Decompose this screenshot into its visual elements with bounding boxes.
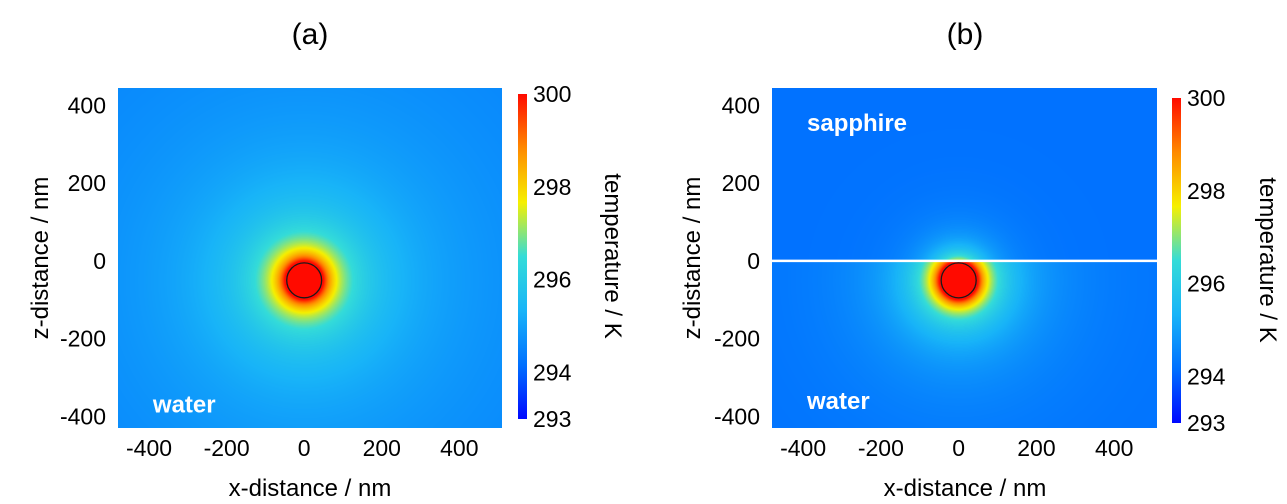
- y-tick-labels-b: 400 200 0 -200 -400: [714, 92, 760, 429]
- colorbar-b: [1172, 98, 1181, 423]
- panel-b-ylabel: z-distance / nm: [679, 177, 706, 340]
- colorbar-a: [518, 94, 527, 419]
- y-tick-label: 400: [68, 92, 106, 118]
- medium-label: water: [152, 392, 216, 419]
- panel-a-ylabel: z-distance / nm: [27, 177, 54, 340]
- panel-a-xlabel: x-distance / nm: [229, 475, 392, 502]
- medium-label: sapphire: [807, 110, 907, 137]
- medium-labels-a: water: [152, 392, 216, 419]
- x-tick-label: 400: [1095, 435, 1133, 461]
- particle-b: [940, 262, 977, 299]
- panel-b: (b) 400 200 0 -200 -400 -400 -200 0 200 400 sapp…: [679, 18, 1281, 502]
- y-tick-label: 0: [93, 248, 106, 274]
- colorbar-tick-label: 294: [1187, 364, 1226, 390]
- y-tick-label: -200: [714, 326, 760, 352]
- colorbar-tick-label: 300: [1187, 85, 1225, 111]
- x-tick-labels-a: -400 -200 0 200 400: [126, 435, 479, 461]
- colorbar-label-b: temperature / K: [1254, 177, 1281, 342]
- colorbar-tick-label: 296: [1187, 271, 1225, 297]
- heatmap-b: [772, 88, 1157, 428]
- colorbar-tick-labels-b: 300 298 296 294 293: [1187, 85, 1226, 436]
- panel-a-title: (a): [292, 18, 329, 51]
- colorbar-tick-label: 296: [533, 267, 571, 293]
- y-tick-label: -200: [60, 326, 106, 352]
- particle-a: [286, 262, 323, 299]
- colorbar-tick-labels-a: 300 298 296 294 293: [533, 81, 572, 432]
- x-tick-label: 0: [298, 435, 311, 461]
- x-tick-label: 200: [1017, 435, 1055, 461]
- colorbar-tick-label: 300: [533, 81, 571, 107]
- x-tick-label: -200: [858, 435, 904, 461]
- y-tick-labels-a: 400 200 0 -200 -400: [60, 92, 106, 429]
- colorbar-tick-label: 293: [1187, 410, 1225, 436]
- colorbar-label-a: temperature / K: [599, 173, 626, 338]
- x-tick-labels-b: -400 -200 0 200 400: [780, 435, 1133, 461]
- x-tick-label: -400: [780, 435, 826, 461]
- colorbar-tick-label: 298: [1187, 178, 1225, 204]
- y-tick-label: 200: [722, 170, 760, 196]
- y-tick-label: -400: [60, 403, 106, 429]
- x-tick-label: -400: [126, 435, 172, 461]
- y-tick-label: 200: [68, 170, 106, 196]
- y-tick-label: 0: [747, 248, 760, 274]
- panel-b-xlabel: x-distance / nm: [884, 475, 1047, 502]
- x-tick-label: 400: [440, 435, 478, 461]
- colorbar-tick-label: 294: [533, 360, 572, 386]
- panel-a: (a) 400 200 0 -200 -400 -400 -200 0 200 400 wate…: [27, 18, 626, 502]
- medium-label: water: [806, 388, 870, 415]
- y-tick-label: -400: [714, 403, 760, 429]
- x-tick-label: 0: [952, 435, 965, 461]
- panel-b-title: (b): [947, 18, 984, 51]
- x-tick-label: -200: [204, 435, 250, 461]
- medium-labels-b: sapphire water: [806, 110, 907, 415]
- x-tick-label: 200: [363, 435, 401, 461]
- heatmap-a: [118, 88, 502, 428]
- y-tick-label: 400: [722, 92, 760, 118]
- colorbar-tick-label: 293: [533, 406, 571, 432]
- colorbar-tick-label: 298: [533, 174, 571, 200]
